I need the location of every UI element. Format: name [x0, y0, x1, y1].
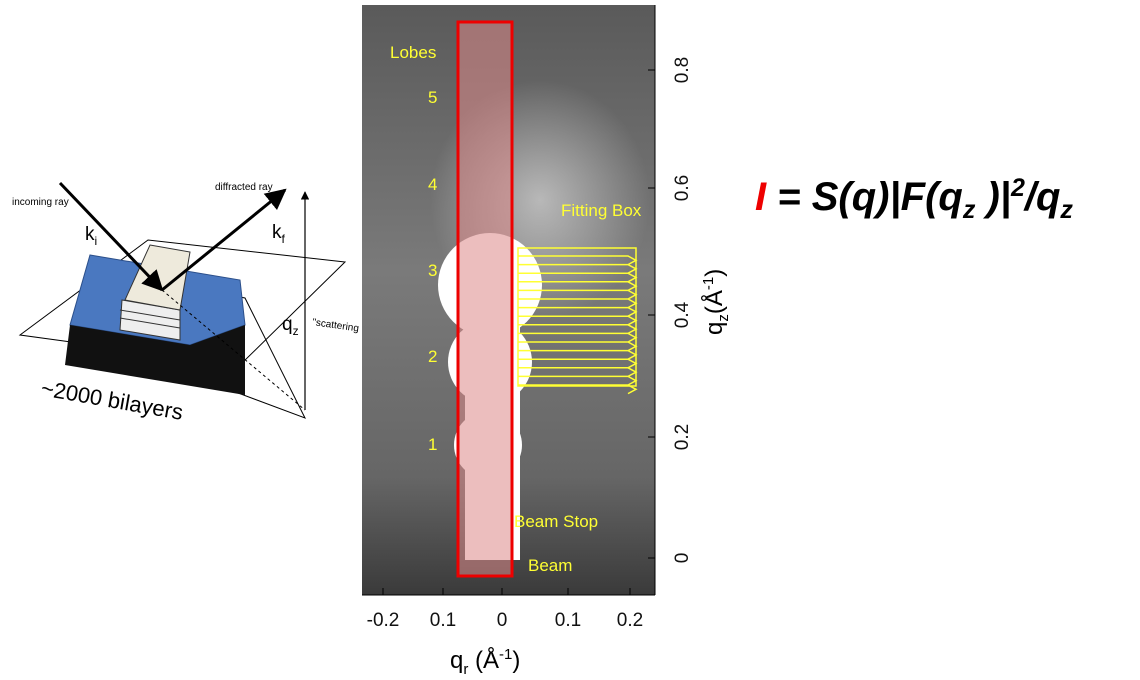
x-label-sub: r	[463, 661, 468, 675]
y-label-sub: z	[715, 314, 732, 322]
fitting-box	[517, 247, 638, 395]
y-tick-label: 0.6	[672, 175, 693, 201]
eq-sup: 2	[1010, 174, 1025, 202]
incoming-arrow	[58, 181, 164, 292]
equation: I = S(q)|F(qz )|2/qz	[755, 174, 1073, 224]
y-label-close: )	[701, 269, 728, 277]
ki: ki	[85, 224, 97, 248]
eq-part: /q	[1023, 175, 1061, 219]
y-axis-title: qz(Å-1)	[700, 269, 732, 335]
x-tick-label: 0	[497, 610, 508, 631]
diffracted-label: diffracted ray	[215, 182, 273, 193]
qz-base: q	[282, 314, 293, 335]
beam-label: Beam	[528, 556, 572, 575]
x-tick-label: 0.1	[430, 610, 456, 631]
y-label-unit: (Å	[700, 290, 728, 314]
x-tick-label: 0.1	[555, 610, 581, 631]
lobe-number: 3	[428, 261, 437, 280]
eq-part: )|	[975, 175, 1011, 219]
incoming-label: incoming ray	[12, 197, 69, 208]
x-tick-label: -0.2	[367, 610, 400, 631]
kf-sub: f	[282, 232, 286, 246]
lobe-number: 5	[428, 88, 437, 107]
lobe-number: 1	[428, 435, 437, 454]
y-label-base: q	[701, 322, 728, 335]
qz-sub: z	[293, 324, 299, 338]
fitting-box-label: Fitting Box	[561, 201, 642, 220]
x-label-sup: -1	[499, 646, 512, 663]
qz: qz	[282, 314, 299, 338]
stack	[119, 244, 191, 341]
x-label-unit: (Å	[468, 646, 499, 674]
selection-box	[456, 20, 514, 578]
x-axis-title: qr (Å-1)	[450, 646, 520, 675]
ki-base: k	[85, 224, 95, 245]
x-label-base: q	[450, 647, 463, 674]
diffraction-image: Lobes 1 2 3 4 5 Fitting Box Beam Stop Beam -…	[362, 5, 732, 678]
beam-stop-label: Beam Stop	[514, 512, 598, 531]
lobe-number: 4	[428, 175, 437, 194]
dashed	[161, 289, 306, 411]
x-label-close: )	[512, 647, 520, 674]
eq-part: = S(q)|F(q	[766, 175, 963, 219]
lobe-number: 2	[428, 347, 437, 366]
y-label-sup: -1	[700, 277, 717, 290]
kf-base: k	[272, 222, 282, 243]
ki-sub: i	[95, 234, 98, 248]
y-tick-label: 0.8	[672, 57, 693, 83]
bilayer-block	[65, 325, 245, 395]
x-tick-label: 0.2	[617, 610, 643, 631]
schematic: incoming ray diffracted ray ki kf qz "sc…	[12, 181, 393, 425]
eq-sub: z	[962, 196, 976, 224]
bilayers-label: ~2000 bilayers	[39, 375, 185, 425]
eq-intensity: I	[755, 175, 767, 219]
kf: kf	[272, 222, 286, 246]
y-tick-label: 0	[672, 553, 693, 564]
eq-sub: z	[1059, 196, 1073, 224]
diffracted-arrow	[161, 188, 287, 292]
y-tick-label: 0.2	[672, 424, 693, 450]
y-tick-label: 0.4	[672, 301, 693, 328]
lobes-title: Lobes	[390, 43, 436, 62]
